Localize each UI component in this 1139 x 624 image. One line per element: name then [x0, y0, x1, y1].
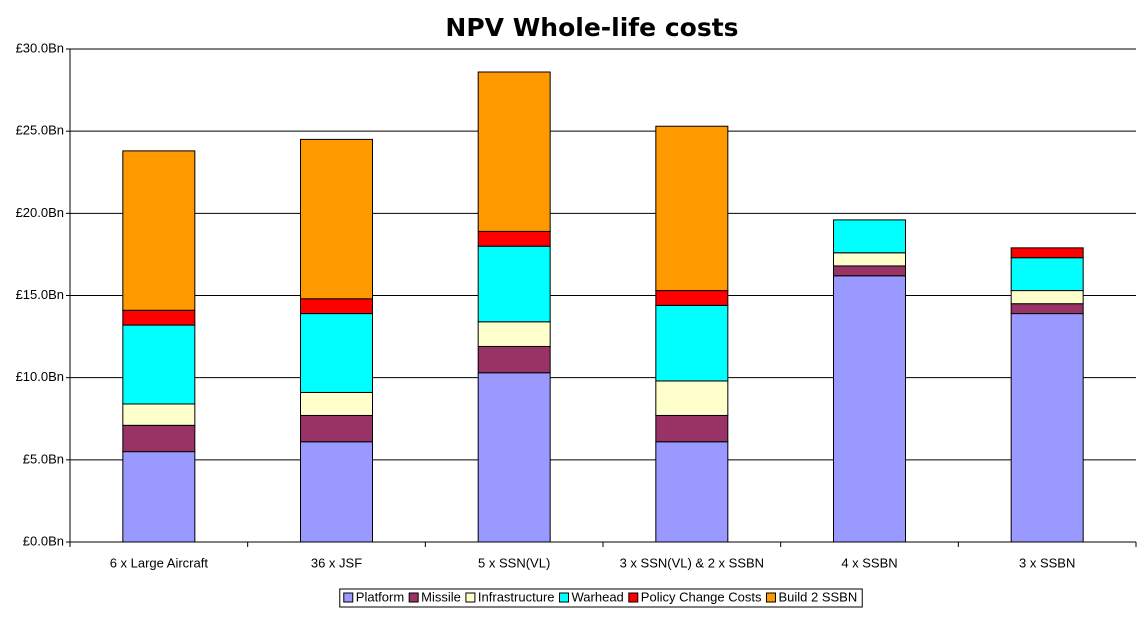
legend-swatch	[343, 592, 354, 603]
x-tick-label: 3 x SSN(VL) & 2 x SSBN	[620, 555, 765, 570]
bar-segment	[300, 391, 373, 416]
bar-segment	[477, 245, 551, 323]
bar-segment	[833, 265, 906, 277]
y-tick-label: £0.0Bn	[23, 533, 64, 548]
y-tick-label: £20.0Bn	[16, 205, 64, 220]
y-tick-label: £25.0Bn	[16, 123, 64, 138]
legend-label: Infrastructure	[478, 589, 555, 604]
bar-segment	[122, 324, 196, 405]
bar-segment	[122, 403, 196, 426]
bar-segment	[833, 275, 906, 543]
y-tick-label: £30.0Bn	[16, 40, 64, 55]
bar-segment	[300, 414, 373, 443]
bar-segment	[833, 219, 906, 254]
x-tick-label: 36 x JSF	[311, 555, 362, 570]
bar-segment	[300, 298, 373, 315]
legend-swatch	[765, 592, 776, 603]
bar-segment	[833, 252, 906, 267]
legend-label: Build 2 SSBN	[778, 589, 857, 604]
bar-segment	[122, 451, 196, 543]
bar-segment	[122, 424, 196, 453]
y-tick-label: £15.0Bn	[16, 287, 64, 302]
legend-swatch	[559, 592, 570, 603]
chart-title: NPV Whole-life costs	[445, 13, 738, 42]
bar-segment	[655, 380, 729, 416]
bar-segment	[122, 150, 196, 311]
bar-segment	[1010, 290, 1084, 305]
bar-segment	[477, 230, 551, 247]
bar-segment	[477, 71, 551, 232]
x-tick-label: 5 x SSN(VL)	[478, 555, 550, 570]
bar-segment	[1010, 303, 1084, 315]
bar-segment	[477, 372, 551, 543]
bar-segment	[1010, 247, 1084, 259]
legend-swatch	[465, 592, 476, 603]
bar-segment	[122, 309, 196, 326]
bar-segment	[300, 313, 373, 393]
legend-swatch	[628, 592, 639, 603]
legend-swatch	[408, 592, 419, 603]
x-tick-label: 4 x SSBN	[841, 555, 897, 570]
bar-segment	[477, 345, 551, 374]
bar-segment	[1010, 313, 1084, 543]
bar-segment	[655, 304, 729, 382]
bar-segment	[1010, 257, 1084, 292]
bar-segment	[477, 321, 551, 347]
y-tick-label: £5.0Bn	[23, 451, 64, 466]
x-tick-label: 3 x SSBN	[1019, 555, 1075, 570]
y-tick-label: £10.0Bn	[16, 369, 64, 384]
bar-segment	[300, 441, 373, 543]
bar-segment	[655, 125, 729, 292]
x-tick-label: 6 x Large Aircraft	[110, 555, 209, 570]
bar-segment	[655, 414, 729, 443]
bar-segment	[300, 138, 373, 300]
legend-label: Warhead	[572, 589, 624, 604]
bar-segment	[655, 441, 729, 543]
legend-label: Policy Change Costs	[641, 589, 762, 604]
legend: Platform Missile Infrastructure Warhead Poli…	[339, 588, 863, 608]
legend-label: Platform	[356, 589, 404, 604]
legend-label: Missile	[421, 589, 461, 604]
bar-segment	[655, 290, 729, 306]
